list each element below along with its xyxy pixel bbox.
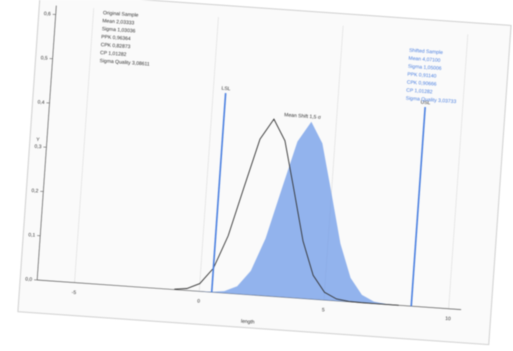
stats-shifted: CPK 0,90666	[407, 80, 437, 88]
stats-original: Sigma Quality 3,08611	[99, 58, 150, 68]
annotation: Mean Shift 1,5 σ	[284, 112, 322, 121]
stats-shifted: Sigma Quality 3,03733	[405, 96, 456, 106]
x-tick-label: 10	[445, 316, 451, 322]
spec-limit	[410, 106, 426, 307]
y-tick-label: 0,3	[34, 144, 42, 150]
stats-shifted: CP 1,01282	[406, 88, 433, 96]
stats-original: CPK 0,82873	[100, 42, 130, 50]
stats-shifted: Mean 4,07100	[408, 56, 441, 64]
x-tick-label: 5	[322, 307, 325, 313]
y-tick-label: 0,5	[40, 55, 48, 61]
y-axis-label: Y	[36, 137, 40, 143]
y-tick-label: 0,6	[44, 11, 52, 17]
grid-line	[74, 8, 95, 283]
y-tick-label: 0,4	[37, 100, 45, 106]
spec-limit	[210, 93, 227, 293]
spec-label: USL	[420, 100, 430, 107]
chart: length Y -5 0 5 10 0,0 0,1 0,2 0,3 0,4 0,5 0,6 LSL U…	[17, 0, 512, 346]
x-axis-label: length	[241, 319, 255, 326]
grid-line	[448, 34, 469, 309]
stats-original: Original Sample	[103, 10, 139, 18]
stats-shifted: Shifted Sample	[409, 48, 443, 56]
chart-frame	[17, 0, 512, 346]
stats-original: Sigma 1,03036	[102, 26, 136, 34]
spec-label: LSL	[221, 86, 231, 93]
area	[174, 121, 399, 306]
stats-shifted: PPK 0,91140	[407, 72, 437, 80]
stats-shifted: Sigma 1,05006	[408, 64, 442, 72]
x-tick-label: 0	[197, 299, 200, 305]
stats-original: CP 1,01282	[100, 50, 127, 58]
stats-original: Mean 2,03333	[102, 18, 135, 26]
grid-line	[198, 16, 219, 292]
x-tick-label: -5	[71, 290, 76, 296]
y-tick-label: 0,2	[31, 188, 39, 194]
y-axis	[36, 5, 57, 281]
y-tick-label: 0,1	[28, 232, 36, 238]
y-tick-label: 0,0	[25, 276, 33, 282]
stats-original: PPK 0,96364	[101, 34, 131, 42]
